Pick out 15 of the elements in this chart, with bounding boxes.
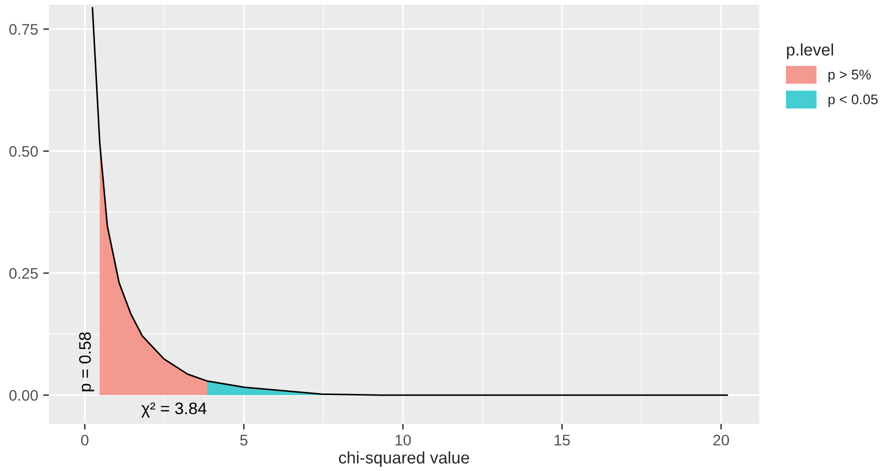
- legend-label: p < 0.05: [828, 94, 878, 108]
- x-tick-label: 10: [396, 434, 411, 446]
- annotation: p = 0.58: [79, 332, 94, 392]
- y-tick-label: 0.50: [9, 146, 38, 157]
- x-tick-label: 5: [240, 434, 248, 446]
- y-tick-label: 0.25: [9, 268, 38, 279]
- y-tick-label: 0.75: [9, 24, 38, 35]
- annotation: χ² = 3.84: [141, 402, 206, 418]
- x-tick-label: 0: [81, 434, 88, 446]
- legend-title: p.level: [787, 43, 834, 59]
- x-tick-label: 15: [554, 434, 570, 446]
- legend-label: p > 5%: [828, 70, 871, 82]
- x-tick-label: 20: [713, 434, 729, 446]
- x-axis-title: chi-squared value: [338, 451, 470, 467]
- y-tick-label: 0.00: [9, 390, 38, 401]
